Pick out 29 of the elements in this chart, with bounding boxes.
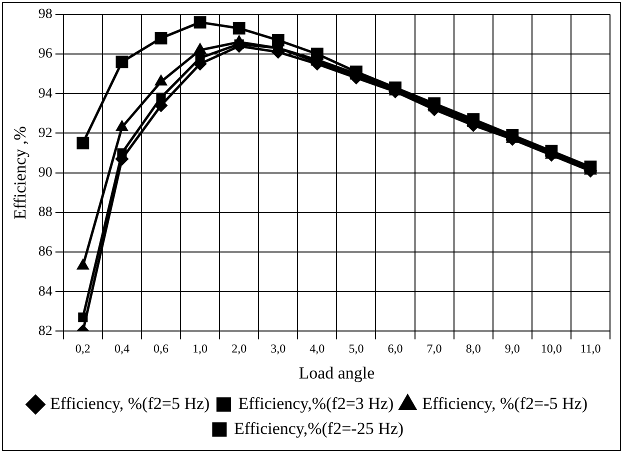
legend-label: Efficiency,%(f2=3 Hz) [238, 394, 394, 413]
x-tick-label: 1,0 [192, 342, 208, 356]
y-tick-label: 86 [38, 244, 52, 260]
y-tick-label: 84 [38, 284, 52, 300]
x-tick-label: 8,0 [466, 342, 481, 356]
x-axis-title: Load angle [298, 363, 375, 382]
y-tick-label: 88 [38, 205, 52, 220]
y-axis-title: Efficiency ,% [10, 126, 30, 220]
x-tick-label: 5,0 [348, 342, 364, 356]
x-tick-label: 0,6 [154, 342, 169, 356]
x-tick-label: 6,0 [388, 342, 403, 356]
x-tick-label: 2,0 [232, 342, 247, 356]
x-tick-label: 0,2 [75, 342, 90, 356]
legend-label: Efficiency, %(f2=-5 Hz) [422, 394, 588, 413]
x-tick-label: 0,4 [114, 342, 130, 356]
x-tick-label: 3,0 [270, 342, 286, 356]
legend-label: Efficiency, %(f2=5 Hz) [50, 394, 210, 413]
y-tick-label: 94 [38, 86, 52, 102]
x-tick-label: 4,0 [310, 342, 325, 356]
y-tick-label: 92 [38, 126, 52, 141]
y-tick-label: 96 [38, 46, 52, 62]
legend-label: Efficiency,%(f2=-25 Hz) [234, 418, 404, 438]
y-tick-label: 82 [38, 324, 52, 339]
y-tick-label: 98 [38, 7, 52, 22]
x-tick-label: 10,0 [540, 342, 562, 356]
x-tick-label: 7,0 [426, 342, 442, 356]
x-tick-label: 9,0 [504, 342, 520, 356]
y-tick-label: 90 [38, 165, 52, 180]
x-tick-label: 11,0 [580, 342, 601, 356]
